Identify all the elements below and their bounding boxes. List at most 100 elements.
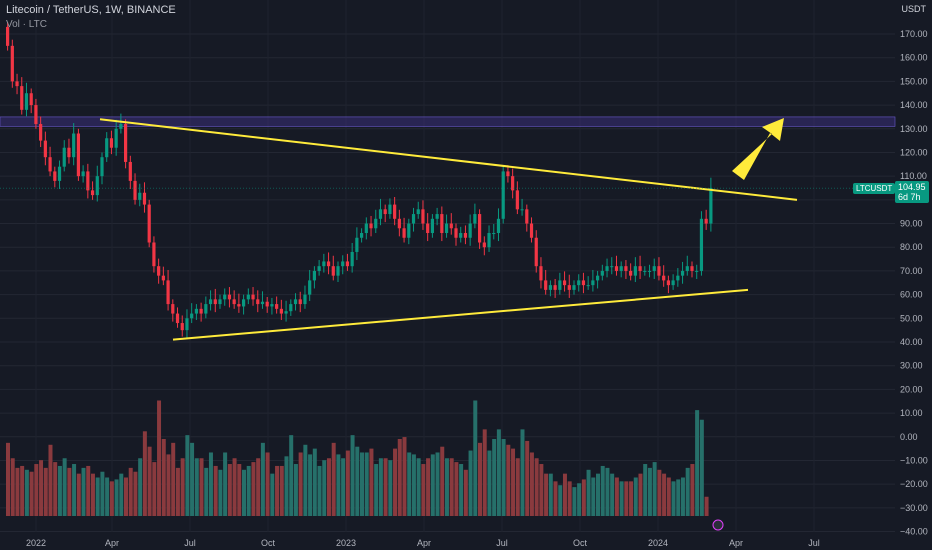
- volume-bar: [633, 477, 638, 516]
- candle-body: [548, 285, 552, 290]
- candle-body: [440, 214, 444, 234]
- candle-body: [81, 171, 85, 177]
- candle-body: [619, 266, 623, 271]
- volume-bar: [416, 458, 421, 516]
- candle-body: [600, 270, 604, 276]
- volume-bar: [105, 477, 110, 516]
- candle-body: [312, 270, 316, 281]
- volume-bar: [496, 429, 501, 516]
- volume-bar: [426, 458, 431, 516]
- candle-body: [539, 266, 543, 281]
- volume-bar: [350, 435, 355, 516]
- volume-bar: [208, 452, 213, 516]
- volume-bar: [53, 462, 58, 516]
- y-tick-label: 60.00: [900, 290, 923, 300]
- candle-body: [67, 147, 71, 158]
- candle-body: [478, 214, 482, 243]
- candle-body: [322, 261, 326, 267]
- volume-bar: [364, 452, 369, 516]
- candle-body: [695, 270, 699, 272]
- volume-bar: [610, 473, 615, 516]
- volume-bar: [29, 471, 34, 516]
- volume-bar: [652, 462, 657, 516]
- volume-bar: [463, 469, 468, 516]
- volume-bar: [147, 446, 152, 516]
- volume-bar: [24, 469, 29, 516]
- x-tick-label: Apr: [417, 538, 431, 548]
- candle-body: [242, 299, 246, 307]
- candle-body: [487, 233, 491, 248]
- candle-body: [227, 294, 232, 300]
- volume-bar: [534, 458, 539, 516]
- volume-bar: [289, 435, 294, 516]
- y-tick-label: 40.00: [900, 337, 923, 347]
- x-tick-label: Oct: [573, 538, 588, 548]
- volume-bar: [680, 477, 685, 516]
- x-tick-label: Apr: [105, 538, 119, 548]
- volume-bar: [581, 479, 586, 516]
- axis-unit-label[interactable]: USDT: [901, 4, 927, 14]
- candle-body: [520, 209, 524, 211]
- candle-body: [596, 275, 600, 281]
- volume-bar: [600, 465, 605, 516]
- bar-countdown: 6d 7h: [898, 192, 921, 202]
- candle-body: [421, 209, 425, 224]
- volume-label: Vol · LTC: [6, 19, 47, 30]
- volume-bar: [355, 446, 360, 516]
- volume-bar: [671, 481, 676, 516]
- volume-bar: [100, 471, 105, 516]
- candle-body: [246, 294, 250, 300]
- candle-body: [610, 266, 614, 268]
- volume-bar: [378, 458, 383, 516]
- candle-body: [444, 223, 449, 234]
- volume-bar: [695, 410, 700, 516]
- volume-bar: [175, 467, 180, 516]
- candle-body: [20, 86, 24, 110]
- volume-bar: [444, 458, 449, 516]
- candle-body: [572, 285, 576, 290]
- y-tick-label: 120.00: [900, 147, 928, 157]
- candle-body: [114, 128, 118, 148]
- volume-bar: [407, 452, 412, 516]
- volume-bar: [421, 464, 426, 516]
- candle-body: [482, 242, 486, 248]
- y-tick-label: 30.00: [900, 361, 923, 371]
- candle-body: [529, 223, 534, 238]
- volume-bar: [57, 465, 62, 516]
- x-tick-label: 2024: [648, 538, 668, 548]
- volume-bar: [43, 467, 48, 516]
- volume-bar: [345, 450, 350, 516]
- candle-body: [265, 301, 269, 307]
- upper-trendline: [99, 118, 798, 201]
- symbol-badge: LTCUSDT: [853, 183, 896, 194]
- y-tick-label: 50.00: [900, 313, 923, 323]
- volume-bar: [161, 439, 166, 516]
- candle-body: [237, 304, 241, 307]
- volume-bar: [402, 437, 407, 516]
- volume-bar: [383, 458, 388, 516]
- candle-body: [558, 280, 562, 290]
- candle-body: [666, 280, 670, 286]
- candle-body: [449, 223, 453, 229]
- candle-body: [10, 45, 14, 82]
- volume-bar: [619, 481, 624, 516]
- candle-body: [496, 218, 501, 234]
- candle-body: [397, 218, 401, 229]
- candle-body: [492, 233, 496, 235]
- candle-body: [591, 280, 595, 286]
- lower-trendline: [172, 288, 749, 341]
- candle-body: [57, 166, 62, 181]
- candle-body: [435, 214, 439, 219]
- volume-bar: [20, 465, 25, 516]
- candle-body: [100, 157, 104, 177]
- candle-body: [39, 124, 43, 141]
- candle-body: [468, 223, 472, 238]
- candle-body: [289, 304, 293, 312]
- y-tick-label: 140.00: [900, 100, 928, 110]
- candle-body: [586, 285, 590, 287]
- candle-body: [624, 266, 628, 271]
- candle-body: [260, 301, 265, 305]
- volume-bar: [529, 452, 534, 516]
- candle-body: [709, 188, 713, 224]
